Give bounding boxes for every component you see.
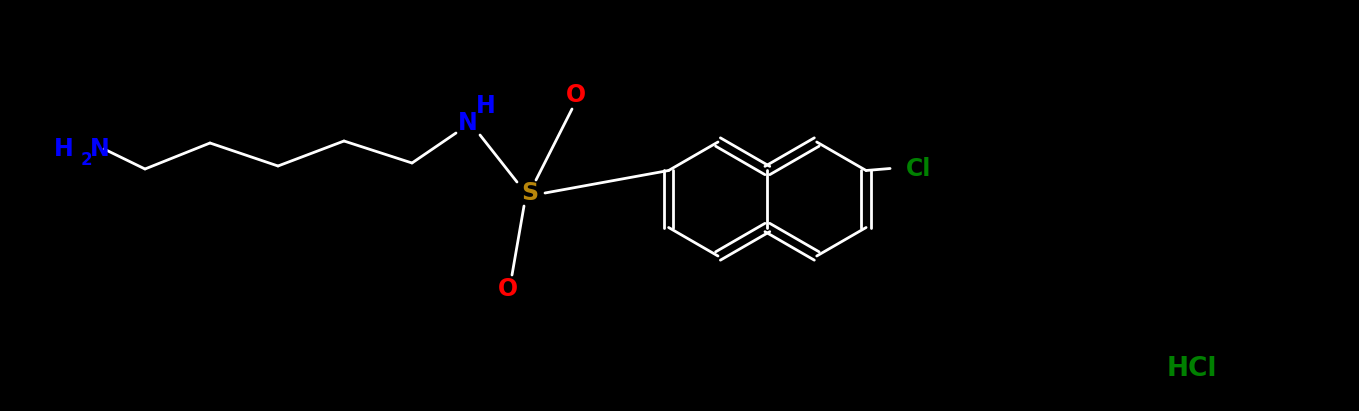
Text: N: N xyxy=(90,137,110,161)
Text: HCl: HCl xyxy=(1167,356,1218,382)
Text: H: H xyxy=(54,137,73,161)
Text: N: N xyxy=(458,111,478,135)
Text: Cl: Cl xyxy=(905,157,931,180)
Text: O: O xyxy=(565,83,586,107)
Text: H: H xyxy=(476,94,496,118)
Text: O: O xyxy=(497,277,518,301)
Text: S: S xyxy=(522,181,538,205)
Text: 2: 2 xyxy=(80,151,92,169)
